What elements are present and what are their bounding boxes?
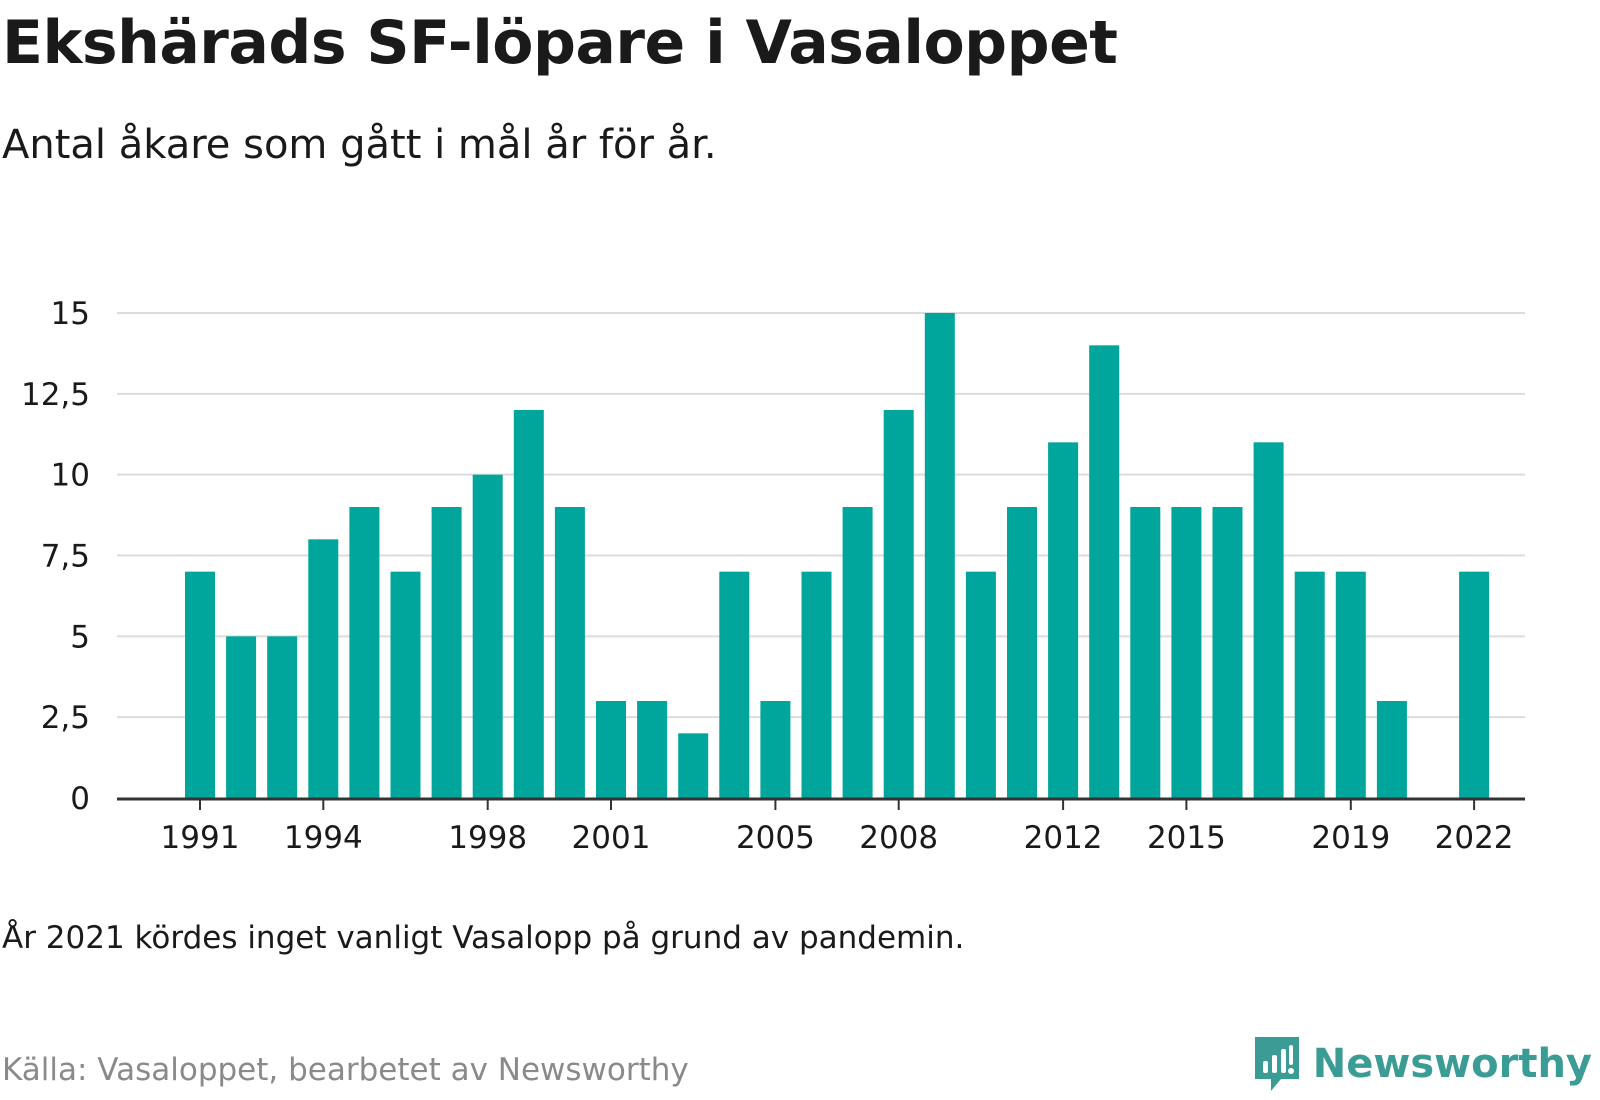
x-tick-label: 2005 bbox=[736, 820, 815, 856]
y-tick-label: 10 bbox=[51, 458, 90, 494]
x-tick-label: 1998 bbox=[448, 820, 527, 856]
y-tick-label: 7,5 bbox=[41, 539, 90, 575]
bar-2009 bbox=[924, 313, 955, 798]
bar-2020 bbox=[1376, 701, 1407, 798]
bar-2018 bbox=[1294, 571, 1325, 798]
y-tick-label: 0 bbox=[70, 781, 90, 817]
bar-2001 bbox=[596, 701, 626, 798]
chart-subtitle: Antal åkare som gått i mål år för år. bbox=[2, 122, 717, 168]
bar-2005 bbox=[760, 701, 791, 798]
brand-name: Newsworthy bbox=[1312, 1041, 1592, 1087]
footnote: År 2021 kördes inget vanligt Vasalopp på… bbox=[2, 920, 965, 956]
bars bbox=[185, 313, 1490, 798]
bar-2000 bbox=[554, 507, 585, 798]
y-tick-label: 2,5 bbox=[41, 700, 90, 736]
bar-chart: 0 2,5 5 7,5 10 12,5 15 1991 1994 1998 2001 2005 200… bbox=[21, 296, 1525, 856]
bar-1992 bbox=[226, 636, 257, 798]
bar-2019 bbox=[1335, 571, 1366, 798]
bar-1995 bbox=[349, 507, 380, 798]
x-tick-label: 1991 bbox=[161, 820, 240, 856]
bar-1998 bbox=[472, 474, 503, 798]
bar-2014 bbox=[1130, 507, 1161, 798]
bar-2002 bbox=[637, 701, 668, 798]
bar-2017 bbox=[1253, 442, 1284, 798]
bar-1994 bbox=[308, 539, 339, 798]
bar-1999 bbox=[513, 410, 544, 798]
bar-1996 bbox=[390, 571, 421, 798]
x-tick-label: 2001 bbox=[572, 820, 651, 856]
x-tick-label: 2015 bbox=[1147, 820, 1226, 856]
x-axis-ticks: 1991 1994 1998 2001 2005 2008 2012 2015 2019 2022 bbox=[161, 799, 1514, 856]
bar-2003 bbox=[678, 733, 709, 798]
y-tick-label: 5 bbox=[70, 619, 90, 655]
y-axis-labels: 0 2,5 5 7,5 10 12,5 15 bbox=[21, 296, 90, 817]
chart-title: Ekshärads SF-löpare i Vasaloppet bbox=[2, 8, 1118, 78]
bar-2016 bbox=[1212, 507, 1243, 798]
bar-2008 bbox=[883, 410, 914, 798]
y-tick-label: 15 bbox=[51, 296, 90, 332]
bar-2012 bbox=[1048, 442, 1079, 798]
bar-2010 bbox=[965, 571, 996, 798]
bar-1991 bbox=[185, 571, 215, 798]
bar-2004 bbox=[719, 571, 750, 798]
newsworthy-logo-icon bbox=[1254, 1037, 1299, 1091]
bar-2006 bbox=[801, 571, 832, 798]
brand-logo: Newsworthy bbox=[1251, 1035, 1592, 1093]
bar-2007 bbox=[842, 507, 873, 798]
bar-2011 bbox=[1007, 507, 1037, 798]
bar-1997 bbox=[431, 507, 462, 798]
x-tick-label: 2019 bbox=[1311, 820, 1390, 856]
bar-2015 bbox=[1171, 507, 1202, 798]
x-tick-label: 2008 bbox=[859, 820, 938, 856]
x-tick-label: 2012 bbox=[1024, 820, 1103, 856]
bar-1993 bbox=[267, 636, 298, 798]
y-tick-label: 12,5 bbox=[21, 377, 90, 413]
bar-2022 bbox=[1459, 571, 1490, 798]
x-tick-label: 2022 bbox=[1435, 820, 1514, 856]
x-tick-label: 1994 bbox=[284, 820, 363, 856]
source-text: Källa: Vasaloppet, bearbetet av Newswort… bbox=[2, 1052, 689, 1088]
bar-2013 bbox=[1089, 345, 1120, 798]
